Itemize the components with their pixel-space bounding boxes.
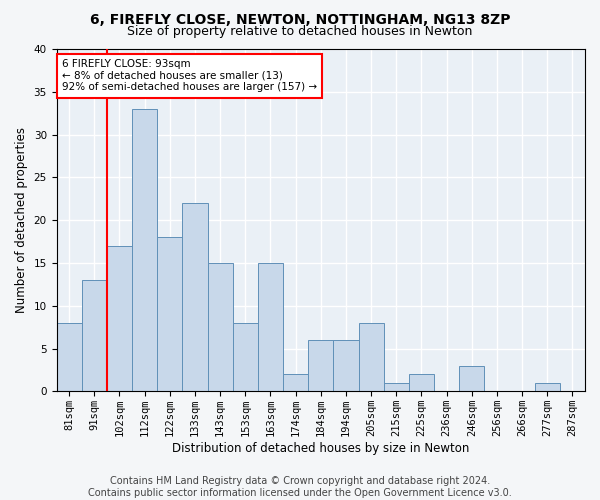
Bar xyxy=(107,246,132,392)
Bar xyxy=(535,382,560,392)
Bar xyxy=(233,323,258,392)
Bar xyxy=(157,238,182,392)
Bar xyxy=(283,374,308,392)
Text: Contains HM Land Registry data © Crown copyright and database right 2024.
Contai: Contains HM Land Registry data © Crown c… xyxy=(88,476,512,498)
Bar xyxy=(308,340,334,392)
Bar xyxy=(459,366,484,392)
Bar xyxy=(132,109,157,392)
Bar xyxy=(409,374,434,392)
Bar xyxy=(82,280,107,392)
Bar xyxy=(359,323,383,392)
Bar xyxy=(383,382,409,392)
Bar xyxy=(334,340,359,392)
Text: Size of property relative to detached houses in Newton: Size of property relative to detached ho… xyxy=(127,25,473,38)
X-axis label: Distribution of detached houses by size in Newton: Distribution of detached houses by size … xyxy=(172,442,469,455)
Bar xyxy=(258,263,283,392)
Y-axis label: Number of detached properties: Number of detached properties xyxy=(15,127,28,313)
Bar xyxy=(182,203,208,392)
Bar xyxy=(56,323,82,392)
Text: 6 FIREFLY CLOSE: 93sqm
← 8% of detached houses are smaller (13)
92% of semi-deta: 6 FIREFLY CLOSE: 93sqm ← 8% of detached … xyxy=(62,60,317,92)
Bar xyxy=(208,263,233,392)
Text: 6, FIREFLY CLOSE, NEWTON, NOTTINGHAM, NG13 8ZP: 6, FIREFLY CLOSE, NEWTON, NOTTINGHAM, NG… xyxy=(90,12,510,26)
